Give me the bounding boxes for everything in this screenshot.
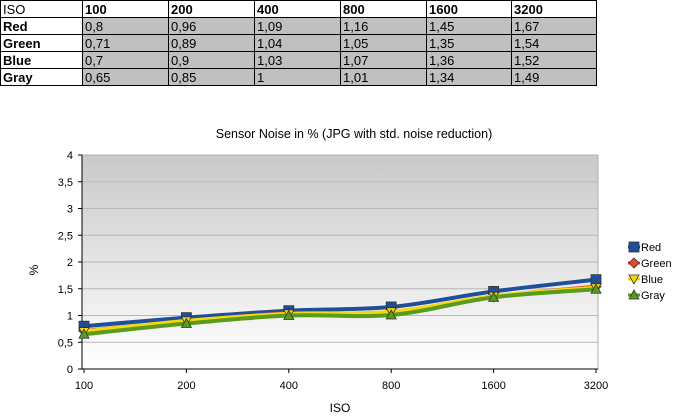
x-tick-label: 800 [382,380,400,392]
y-tick-label: 1,5 [58,284,73,296]
table-row-label: Gray [0,68,83,86]
table-cell: 0,71 [82,34,169,52]
noise-data-table: ISO 100 200 400 800 1600 3200 Red 0,8 0,… [0,0,597,86]
data-point-gray [385,309,397,320]
table-column-header: 800 [340,0,427,18]
grid-lines [82,181,598,343]
table-cell: 1,52 [511,51,597,69]
legend-label: Green [641,258,672,270]
y-tick-label: 0 [67,364,73,376]
legend-label: Red [641,242,661,254]
chart-title: Sensor Noise in % (JPG with std. noise r… [216,127,493,141]
legend-marker [628,289,640,300]
legend: Red Green Blue Gray [628,241,672,302]
x-tick-label: 400 [280,380,298,392]
table-cell: 1,67 [511,17,597,35]
table-cell: 0,85 [168,68,255,86]
table-cell: 0,89 [168,34,255,52]
table-cell: 0,65 [82,68,169,86]
y-axis-label: % [27,264,41,275]
legend-label: Gray [641,290,665,302]
table-cell: 1,05 [340,34,427,52]
table-cell: 1,01 [340,68,427,86]
y-tick-label: 3 [67,204,73,216]
table-cell: 1,45 [426,17,512,35]
legend-item-gray: Gray [628,289,665,302]
table-cell: 1,04 [254,34,341,52]
legend-marker [628,274,640,285]
y-tick-label: 1 [67,311,73,323]
data-point-gray [283,309,295,320]
series-line-red [82,277,598,329]
table-row-label: Green [0,34,83,52]
table-row: Blue 0,7 0,9 1,03 1,07 1,36 1,52 [0,51,597,69]
data-point-gray [590,283,602,294]
y-tick-label: 0,5 [58,337,73,349]
table-row-label: Blue [0,51,83,69]
x-tick-label: 3200 [584,380,608,392]
series-lines [78,274,602,339]
table-cell: 1,09 [254,17,341,35]
table-column-header: 3200 [511,0,597,18]
table-row: Gray 0,65 0,85 1 1,01 1,34 1,49 [0,68,597,86]
legend-label: Blue [641,274,663,286]
series-line-gray [82,287,598,337]
legend-item-blue: Blue [628,274,663,286]
legend-marker [628,257,640,269]
table-row: Green 0,71 0,89 1,04 1,05 1,35 1,54 [0,34,597,52]
x-tick-label: 1600 [481,380,505,392]
table-column-header: 1600 [426,0,512,18]
table-cell: 0,8 [82,17,169,35]
table-cell: 1,36 [426,51,512,69]
legend-item-green: Green [628,257,672,270]
table-cell: 1,35 [426,34,512,52]
data-point-gray [78,328,90,339]
table-column-header: 100 [82,0,169,18]
table-cell: 1,34 [426,68,512,86]
legend-marker [628,241,640,253]
table-cell: 1,49 [511,68,597,86]
y-tick-label: 2,5 [58,230,73,242]
legend-item-red: Red [628,241,661,254]
data-point-gray [180,317,193,328]
series-gray [78,283,602,339]
table-header-row: ISO 100 200 400 800 1600 3200 [0,0,597,18]
x-tick-label: 100 [75,380,93,392]
y-tick-label: 4 [67,150,73,162]
x-axis-label: ISO [330,401,351,415]
data-point-gray [487,291,500,302]
y-tick-label: 2 [67,257,73,269]
table-corner-label: ISO [0,0,83,18]
table-cell: 1 [254,68,341,86]
table-column-header: 200 [168,0,255,18]
x-tick-label: 200 [177,380,195,392]
y-tick-label: 3,5 [58,177,73,189]
